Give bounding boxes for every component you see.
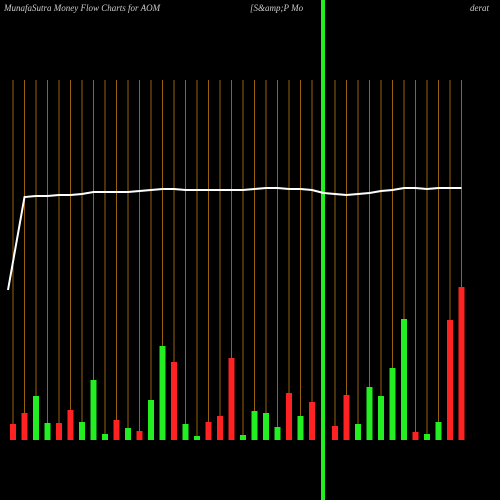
chart-title: MunafaSutra Money Flow Charts for AOM [3, 3, 161, 13]
bar [378, 396, 384, 440]
bar [102, 434, 108, 440]
bar [182, 424, 189, 440]
bar [44, 423, 51, 440]
bar [366, 387, 373, 440]
bar [148, 400, 154, 440]
bar [297, 416, 304, 440]
bar [159, 346, 166, 440]
bar [412, 432, 419, 440]
bar [274, 427, 281, 440]
bar [228, 358, 235, 440]
money-flow-line [7, 187, 462, 291]
bar [194, 436, 200, 440]
bar [90, 380, 97, 440]
annotation: [S&amp;P Mo [250, 3, 304, 13]
bar [458, 287, 465, 440]
bar [67, 410, 74, 440]
bar [136, 431, 143, 440]
bar [171, 362, 177, 440]
bar [435, 422, 442, 440]
bar [56, 423, 62, 440]
bar [355, 424, 361, 440]
bar [125, 428, 131, 440]
bar [343, 395, 350, 440]
bar [205, 422, 212, 440]
bar [10, 424, 16, 440]
bar [251, 411, 258, 440]
bar [79, 422, 85, 440]
bar [21, 413, 28, 440]
bar [240, 435, 246, 440]
annotation: derat [470, 3, 489, 13]
bar [332, 426, 338, 440]
bar [401, 319, 407, 440]
bar [33, 396, 39, 440]
bar [217, 416, 223, 440]
bar [286, 393, 292, 440]
bar [263, 413, 269, 440]
bar [309, 402, 315, 440]
bar [424, 434, 430, 440]
bar [113, 420, 120, 440]
bar [389, 368, 396, 440]
bar [447, 320, 453, 440]
